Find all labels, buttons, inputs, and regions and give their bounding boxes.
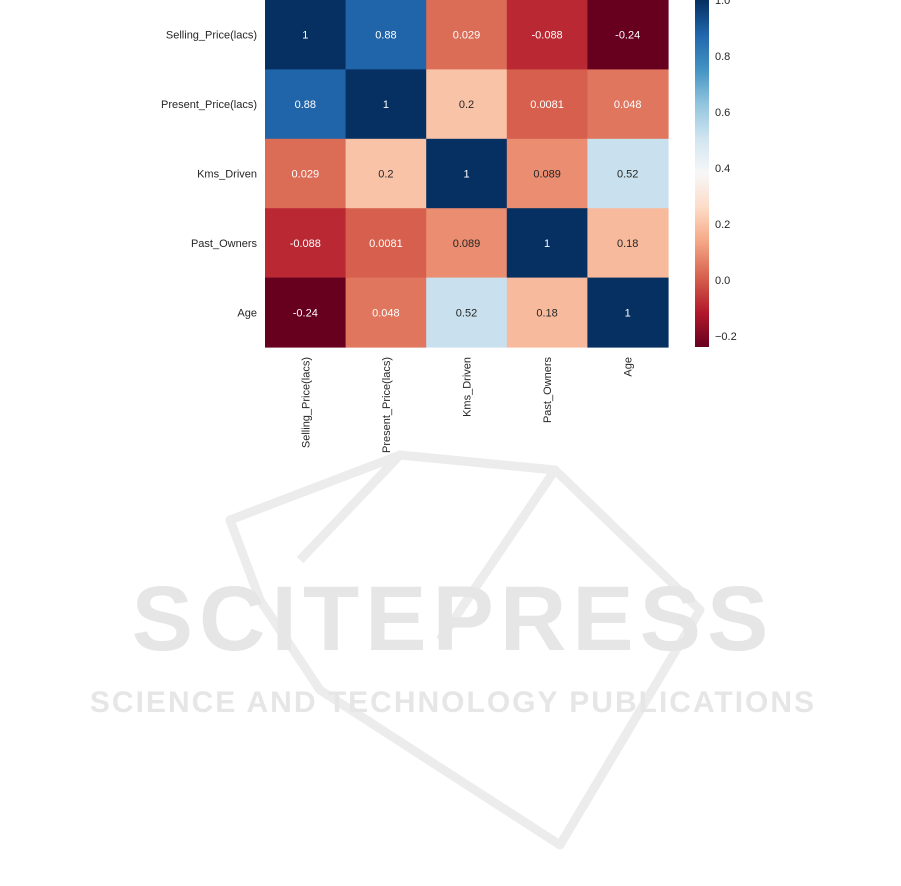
cell-value-label: 0.048 [614, 99, 642, 111]
colorbar-tick-label: 0.4 [715, 163, 730, 175]
colorbar: 1.0 0.8 0.6 0.4 0.2 0.0 −0.2 [695, 0, 737, 347]
cell-value-label: 1 [544, 238, 550, 250]
cell-value-label: 0.52 [617, 169, 638, 181]
heatmap-cell [345, 138, 427, 209]
cell-value-label: 0.0081 [530, 99, 564, 111]
cell-value-label: 0.2 [378, 169, 393, 181]
cell-value-label: -0.24 [293, 307, 318, 319]
cell-value-label: 1 [302, 30, 308, 42]
heatmap-cell [345, 277, 427, 348]
heatmap-cell [265, 69, 347, 140]
cell-value-label: 0.089 [453, 238, 481, 250]
heatmap-cell [506, 208, 588, 279]
heatmap-cell [506, 0, 588, 70]
heatmap-cell [426, 138, 508, 209]
colorbar-tick-label: 0.2 [715, 219, 730, 231]
heatmap-cell [265, 277, 347, 348]
cell-value-label: 0.18 [617, 238, 638, 250]
column-tick-label: Age [623, 357, 635, 377]
colorbar-tick-label: 0.8 [715, 51, 730, 63]
heatmap-cell [265, 208, 347, 279]
row-tick-label: Present_Price(lacs) [161, 99, 257, 111]
cell-value-label: 0.048 [372, 307, 400, 319]
cell-value-label: 1 [625, 307, 631, 319]
cell-value-label: 1 [383, 99, 389, 111]
cell-value-label: -0.088 [531, 30, 562, 42]
heatmap-cell [506, 138, 588, 209]
heatmap-cell [506, 277, 588, 348]
heatmap-cell [345, 0, 427, 70]
heatmap-cell [587, 0, 669, 70]
publisher-watermark: SCITEPRESS SCIENCE AND TECHNOLOGY PUBLIC… [90, 450, 816, 850]
heatmap-cell [426, 69, 508, 140]
column-tick-label: Present_Price(lacs) [381, 357, 393, 453]
heatmap-cell [265, 138, 347, 209]
heatmap-cell [587, 277, 669, 348]
colorbar-gradient [695, 0, 709, 347]
column-tick-label: Past_Owners [542, 357, 554, 424]
heatmap-cell [587, 69, 669, 140]
watermark-book-outline [225, 450, 705, 850]
column-tick-label: Selling_Price(lacs) [300, 357, 312, 448]
watermark-title: SCITEPRESS [132, 568, 775, 670]
heatmap-cell [345, 69, 427, 140]
column-tick-labels: Selling_Price(lacs) Present_Price(lacs) Km… [300, 357, 634, 453]
heatmap-cell [265, 0, 347, 70]
heatmap-cell [587, 208, 669, 279]
cell-value-label: 0.0081 [369, 238, 403, 250]
heatmap-cell [426, 208, 508, 279]
cell-value-label: 0.089 [533, 169, 561, 181]
heatmap-cell [587, 138, 669, 209]
row-tick-labels: Selling_Price(lacs) Present_Price(lacs) Km… [161, 30, 257, 320]
cell-value-label: -0.24 [615, 30, 640, 42]
cell-value-label: 0.2 [459, 99, 474, 111]
row-tick-label: Kms_Driven [197, 169, 257, 181]
watermark-subtitle: SCIENCE AND TECHNOLOGY PUBLICATIONS [90, 686, 816, 719]
cell-value-label: 0.029 [453, 30, 481, 42]
cell-value-label: 0.88 [295, 99, 316, 111]
row-tick-label: Past_Owners [191, 238, 258, 250]
column-tick-label: Kms_Driven [462, 357, 474, 417]
colorbar-tick-label: 1.0 [715, 0, 730, 7]
cell-value-label: -0.088 [290, 238, 321, 250]
heatmap-cells: 1 0.88 0.029 -0.088 -0.24 0.88 1 0.2 0.0081 0.048… [265, 0, 669, 348]
colorbar-ticks: 1.0 0.8 0.6 0.4 0.2 0.0 −0.2 [715, 0, 737, 343]
colorbar-tick-label: 0.6 [715, 107, 730, 119]
cell-value-label: 1 [463, 169, 469, 181]
cell-value-label: 0.029 [292, 169, 320, 181]
heatmap-cell [506, 69, 588, 140]
cell-value-label: 0.88 [375, 30, 396, 42]
row-tick-label: Age [237, 307, 257, 319]
heatmap-cell [426, 277, 508, 348]
cell-value-label: 0.18 [536, 307, 557, 319]
heatmap-cell [426, 0, 508, 70]
row-tick-label: Selling_Price(lacs) [166, 30, 257, 42]
colorbar-tick-label: 0.0 [715, 275, 730, 287]
cell-value-label: 0.52 [456, 307, 477, 319]
colorbar-tick-label: −0.2 [715, 331, 737, 343]
heatmap-cell [345, 208, 427, 279]
